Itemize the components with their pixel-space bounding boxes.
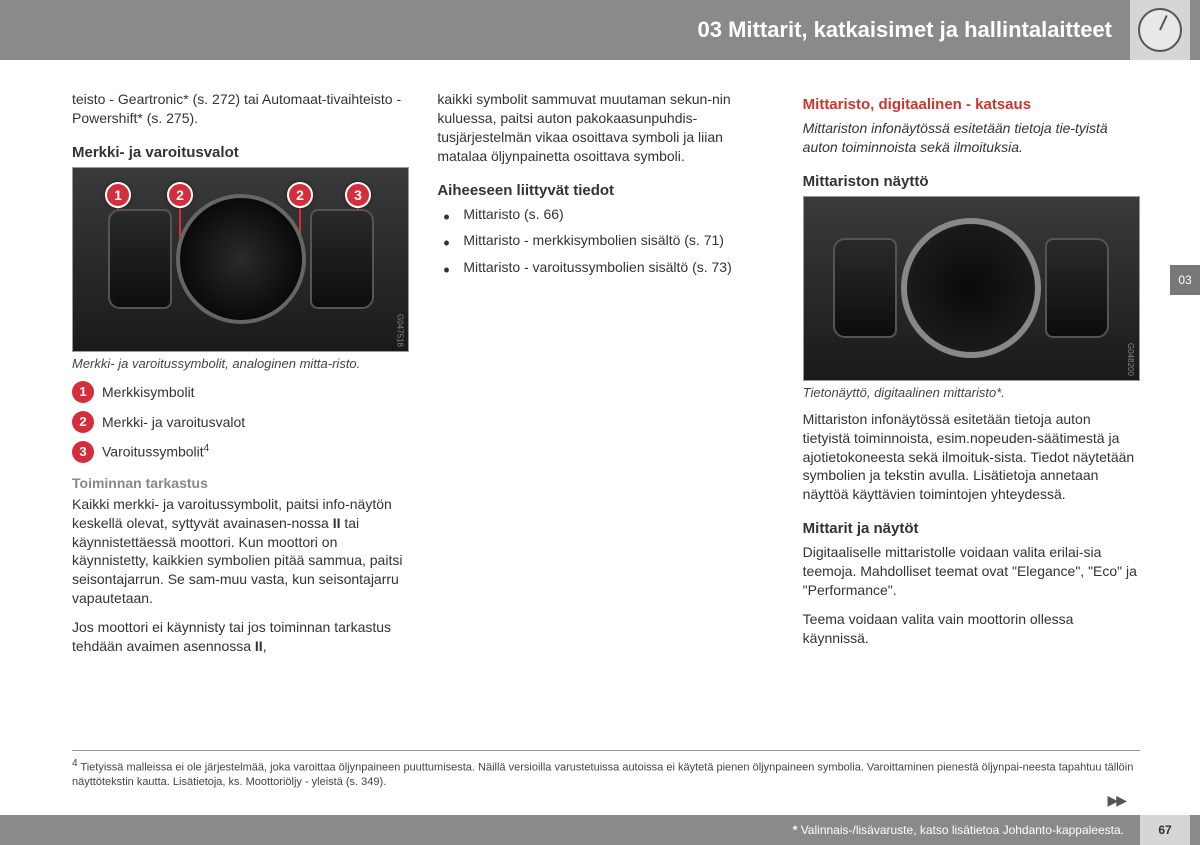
chapter-icon-box: [1130, 0, 1190, 60]
paragraph-symbolit: kaikki symbolit sammuvat muutaman sekun-…: [437, 90, 774, 166]
intro-digital: Mittariston infonäytössä esitetään tieto…: [803, 119, 1140, 157]
page-footer: * Valinnais-/lisävaruste, katso lisätiet…: [0, 815, 1200, 845]
dash-left-panel-d: [833, 238, 897, 338]
legend-num-3: 3: [72, 441, 94, 463]
intro-paragraph: teisto - Geartronic* (s. 272) tai Automa…: [72, 90, 409, 128]
column-1: teisto - Geartronic* (s. 272) tai Automa…: [72, 90, 409, 740]
legend-num-2: 2: [72, 411, 94, 433]
footnote: 4 Tietyissä malleissa ei ole järjestelmä…: [0, 751, 1200, 789]
page-header: 03 Mittarit, katkaisimet ja hallintalait…: [0, 0, 1200, 60]
paragraph-info: Mittariston infonäytössä esitetään tieto…: [803, 410, 1140, 504]
legend-row: 2 Merkki- ja varoitusvalot: [72, 411, 409, 433]
chapter-title: 03 Mittarit, katkaisimet ja hallintalait…: [698, 17, 1112, 43]
dash-digital-center: [901, 218, 1041, 358]
paragraph-teema2: Teema voidaan valita vain moottorin olle…: [803, 610, 1140, 648]
heading-mittarit: Mittarit ja näytöt: [803, 520, 1140, 537]
legend-row: 3 Varoitussymbolit4: [72, 441, 409, 463]
paragraph-toiminnan-2: Jos moottori ei käynnisty tai jos toimin…: [72, 618, 409, 656]
callout-marker-1: 1: [105, 182, 131, 208]
figure-caption-digital: Tietonäyttö, digitaalinen mittaristo*.: [803, 385, 1140, 400]
heading-aiheeseen: Aiheeseen liittyvät tiedot: [437, 182, 774, 199]
image-code: G047518: [395, 314, 404, 347]
heading-naytto: Mittariston näyttö: [803, 173, 1140, 190]
legend-label-1: Merkkisymbolit: [102, 384, 195, 400]
dash-right-panel: [310, 209, 374, 309]
paragraph-teemat: Digitaaliselle mittaristolle voidaan val…: [803, 543, 1140, 600]
callout-marker-2b: 2: [287, 182, 313, 208]
callout-marker-2a: 2: [167, 182, 193, 208]
continue-arrows-icon: ▶▶: [1107, 792, 1125, 809]
gauge-icon: [1138, 8, 1182, 52]
column-2: kaikki symbolit sammuvat muutaman sekun-…: [437, 90, 774, 740]
related-info-list: Mittaristo (s. 66) Mittaristo - merkkisy…: [437, 205, 774, 286]
callout-marker-3: 3: [345, 182, 371, 208]
figure-analog-cluster: 1 2 2 3 G047518: [72, 167, 409, 352]
figure-digital-cluster: G048200: [803, 196, 1140, 381]
list-item: Mittaristo - merkkisymbolien sisältö (s.…: [437, 231, 774, 250]
legend-label-2: Merkki- ja varoitusvalot: [102, 414, 245, 430]
dash-right-panel-d: [1045, 238, 1109, 338]
dash-left-panel: [108, 209, 172, 309]
legend-num-1: 1: [72, 381, 94, 403]
column-3: Mittaristo, digitaalinen - katsaus Mitta…: [803, 90, 1140, 740]
heading-digital-title: Mittaristo, digitaalinen - katsaus: [803, 96, 1140, 113]
legend-label-3: Varoitussymbolit4: [102, 443, 209, 460]
subheading-toiminnan: Toiminnan tarkastus: [72, 475, 409, 491]
main-content: teisto - Geartronic* (s. 272) tai Automa…: [0, 60, 1200, 750]
list-item: Mittaristo - varoitussymbolien sisältö (…: [437, 258, 774, 277]
page-number: 67: [1140, 815, 1190, 845]
image-code-d: G048200: [1126, 343, 1135, 376]
legend-row: 1 Merkkisymbolit: [72, 381, 409, 403]
paragraph-toiminnan-1: Kaikki merkki- ja varoitussymbolit, pait…: [72, 495, 409, 608]
figure-caption-analog: Merkki- ja varoitussymbolit, analoginen …: [72, 356, 409, 371]
heading-merkki: Merkki- ja varoitusvalot: [72, 144, 409, 161]
dash-speedometer: [176, 194, 306, 324]
side-chapter-tab: 03: [1170, 265, 1200, 295]
list-item: Mittaristo (s. 66): [437, 205, 774, 224]
footer-text: * Valinnais-/lisävaruste, katso lisätiet…: [793, 823, 1124, 837]
